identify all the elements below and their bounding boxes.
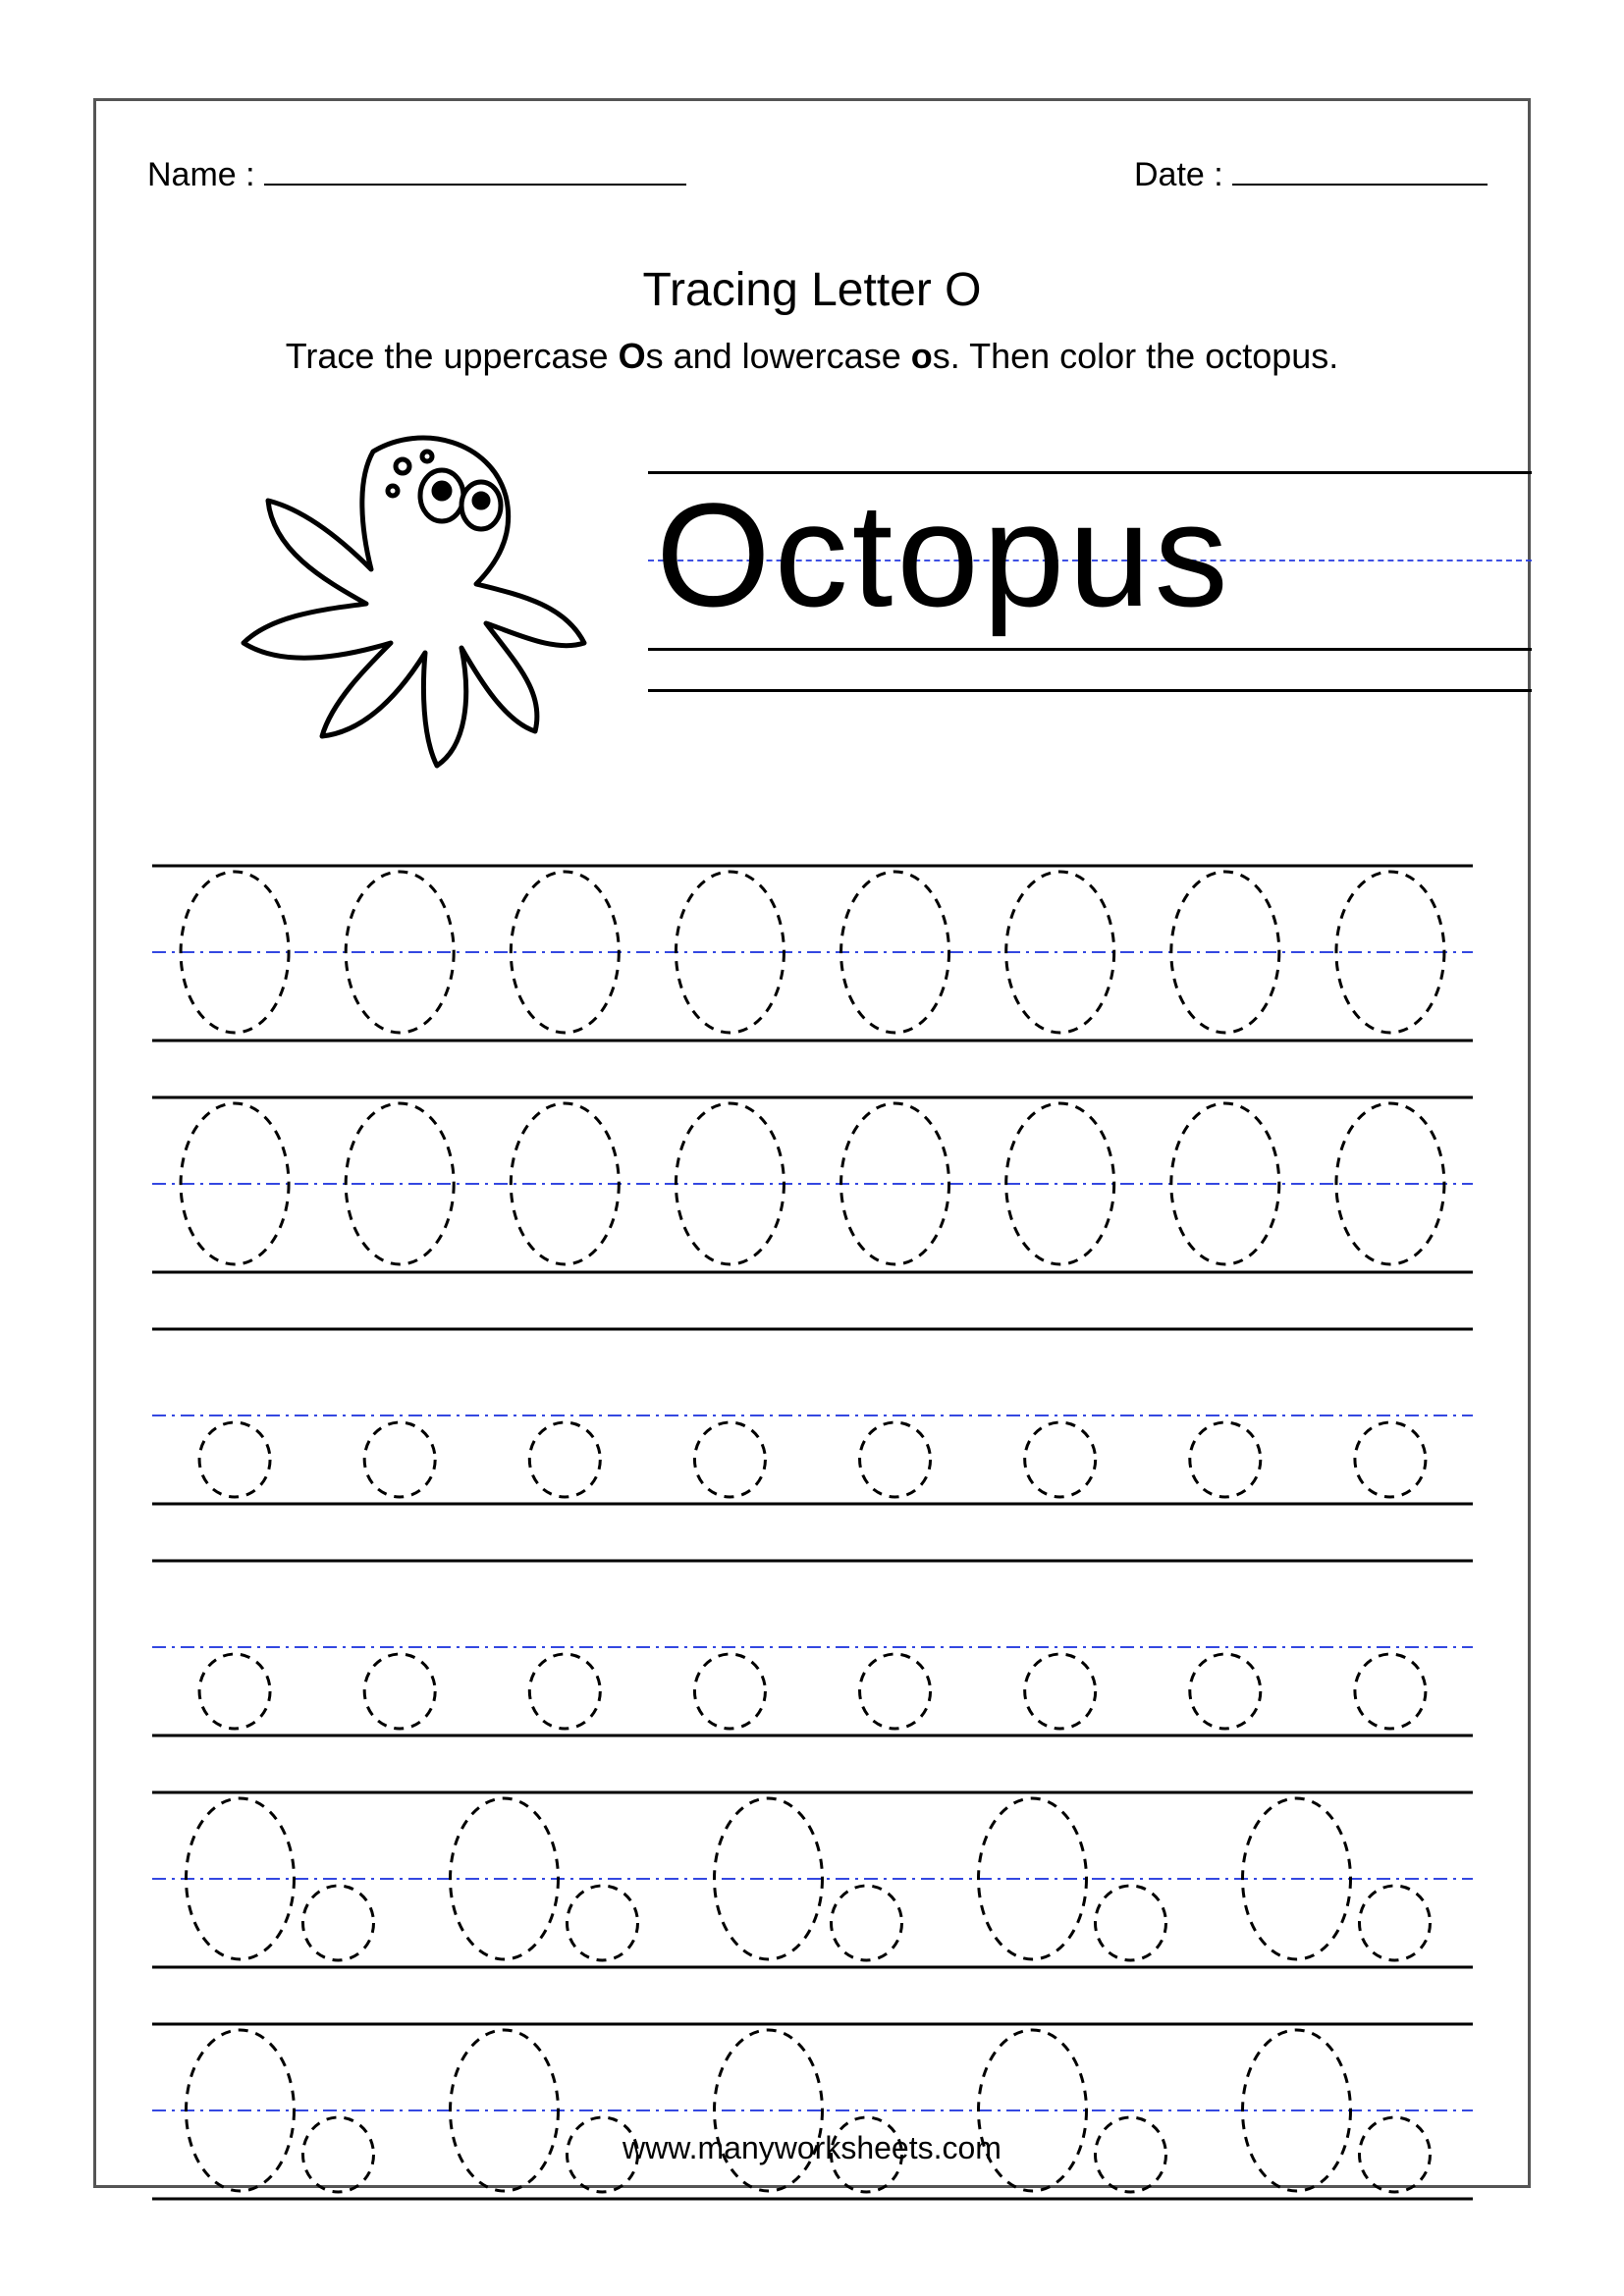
instr-bold-lower: o (911, 336, 933, 376)
octopus-icon (147, 412, 609, 775)
tracing-row-svg[interactable] (152, 1327, 1473, 1508)
trace-letter-o[interactable] (364, 1654, 435, 1729)
instr-bold-upper: O (619, 336, 646, 376)
trace-letter-o[interactable] (694, 1422, 765, 1497)
tracing-row (152, 864, 1473, 1044)
trace-letter-o[interactable] (199, 1654, 270, 1729)
trace-letter-o[interactable] (860, 1422, 931, 1497)
instr-mid1: s and lowercase (646, 336, 911, 376)
trace-letter-o[interactable] (568, 1886, 638, 1960)
tracing-row (152, 1327, 1473, 1508)
footer-url: www.manyworksheets.com (0, 2130, 1624, 2166)
name-label: Name : (147, 156, 255, 194)
sample-word: Octopus (656, 466, 1232, 643)
trace-letter-o[interactable] (860, 1654, 931, 1729)
tracing-row (152, 1790, 1473, 1971)
date-label: Date : (1134, 156, 1223, 194)
trace-letter-o[interactable] (694, 1654, 765, 1729)
tracing-row-svg[interactable] (152, 864, 1473, 1044)
tracing-row-svg[interactable] (152, 1790, 1473, 1971)
tracing-row-svg[interactable] (152, 1559, 1473, 1739)
tracing-row (152, 2022, 1473, 2203)
name-line[interactable] (264, 155, 686, 186)
tracing-row (152, 1559, 1473, 1739)
trace-letter-o[interactable] (1190, 1654, 1261, 1729)
date-line[interactable] (1232, 155, 1488, 186)
trace-letter-o[interactable] (1355, 1654, 1426, 1729)
tracing-row-svg[interactable] (152, 2022, 1473, 2203)
trace-letter-o[interactable] (303, 1886, 374, 1960)
tracing-row-svg[interactable] (152, 1095, 1473, 1276)
instr-mid2: s. Then color the octopus. (933, 336, 1339, 376)
trace-letter-o[interactable] (1025, 1654, 1096, 1729)
trace-letter-o[interactable] (199, 1422, 270, 1497)
trace-letter-o[interactable] (529, 1654, 600, 1729)
trace-letter-o[interactable] (529, 1422, 600, 1497)
date-field: Date : (1134, 155, 1488, 194)
sample-word-area: Octopus (648, 471, 1532, 697)
trace-letter-o[interactable] (364, 1422, 435, 1497)
trace-letter-o[interactable] (1190, 1422, 1261, 1497)
trace-letter-o[interactable] (832, 1886, 902, 1960)
trace-letter-o[interactable] (1096, 1886, 1166, 1960)
name-field: Name : (147, 155, 686, 194)
instructions: Trace the uppercase Os and lowercase os.… (0, 336, 1624, 377)
trace-letter-o[interactable] (1355, 1422, 1426, 1497)
trace-letter-o[interactable] (1025, 1422, 1096, 1497)
instr-prefix: Trace the uppercase (286, 336, 619, 376)
tracing-row (152, 1095, 1473, 1276)
trace-letter-o[interactable] (1360, 1886, 1431, 1960)
worksheet-title: Tracing Letter O (0, 263, 1624, 317)
